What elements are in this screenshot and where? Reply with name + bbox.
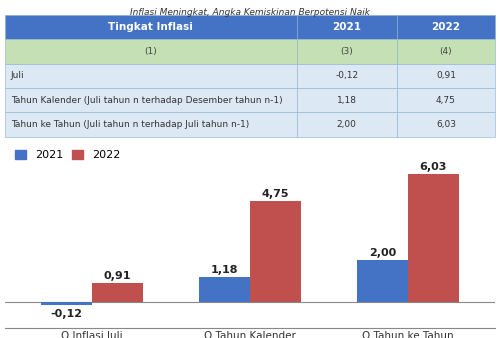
Text: Tahun ke Tahun (Juli tahun n terhadap Juli tahun n-1): Tahun ke Tahun (Juli tahun n terhadap Ju… [11, 120, 249, 129]
FancyBboxPatch shape [296, 15, 397, 40]
Text: 2,00: 2,00 [369, 248, 396, 258]
FancyBboxPatch shape [397, 40, 495, 64]
Text: Juli: Juli [11, 71, 24, 80]
Text: (4): (4) [440, 47, 452, 56]
Text: 4,75: 4,75 [262, 189, 289, 199]
Text: 1,18: 1,18 [337, 96, 357, 105]
Text: 1,18: 1,18 [211, 265, 238, 275]
Text: 0,91: 0,91 [436, 71, 456, 80]
FancyBboxPatch shape [296, 88, 397, 112]
FancyBboxPatch shape [5, 15, 296, 40]
FancyBboxPatch shape [296, 40, 397, 64]
Text: Tingkat Inflasi: Tingkat Inflasi [108, 22, 193, 32]
Text: 0,91: 0,91 [104, 271, 131, 281]
FancyBboxPatch shape [5, 112, 296, 137]
FancyBboxPatch shape [397, 112, 495, 137]
FancyBboxPatch shape [397, 88, 495, 112]
Bar [250, 201, 300, 302]
Text: 2022: 2022 [432, 22, 460, 32]
Text: 2021: 2021 [332, 22, 362, 32]
Bar [200, 277, 250, 302]
FancyBboxPatch shape [296, 64, 397, 88]
Text: 4,75: 4,75 [436, 96, 456, 105]
Text: -0,12: -0,12 [335, 71, 358, 80]
FancyBboxPatch shape [5, 64, 296, 88]
FancyBboxPatch shape [5, 40, 296, 64]
Bar [92, 283, 142, 302]
Text: Tahun Kalender (Juli tahun n terhadap Desember tahun n-1): Tahun Kalender (Juli tahun n terhadap De… [11, 96, 282, 105]
Text: Inflasi Meningkat, Angka Kemiskinan Berpotensi Naik: Inflasi Meningkat, Angka Kemiskinan Berp… [130, 8, 370, 18]
Bar [358, 260, 408, 302]
Text: 6,03: 6,03 [420, 162, 447, 172]
Legend: 2021, 2022: 2021, 2022 [10, 145, 125, 165]
Text: 2,00: 2,00 [337, 120, 356, 129]
Text: -0,12: -0,12 [50, 309, 82, 319]
Bar [408, 174, 459, 302]
Text: 6,03: 6,03 [436, 120, 456, 129]
Text: (1): (1) [144, 47, 157, 56]
FancyBboxPatch shape [397, 64, 495, 88]
FancyBboxPatch shape [296, 112, 397, 137]
FancyBboxPatch shape [5, 88, 296, 112]
Text: (3): (3) [340, 47, 353, 56]
FancyBboxPatch shape [397, 15, 495, 40]
Bar [42, 302, 92, 305]
